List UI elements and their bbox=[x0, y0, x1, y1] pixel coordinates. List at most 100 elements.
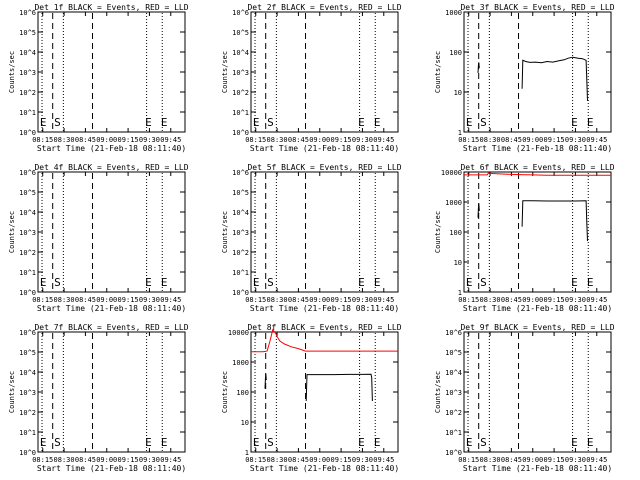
plot-frame bbox=[250, 331, 399, 453]
x-tick-label: 09:00 bbox=[309, 136, 330, 144]
y-tick-label: 10^0 bbox=[19, 449, 36, 457]
y-tick-label: 10^1 bbox=[19, 269, 36, 277]
y-tick-label: 10^0 bbox=[19, 129, 36, 137]
plot-frame bbox=[37, 11, 186, 133]
chart-title: Det 7f BLACK = Events, RED = LLD bbox=[34, 323, 188, 332]
y-tick-label: 10^3 bbox=[19, 389, 36, 397]
x-tick-label: 09:15 bbox=[118, 456, 139, 464]
y-axis-label: Counts/sec bbox=[8, 51, 16, 93]
x-axis-label: Start Time (21-Feb-18 08:11:40) bbox=[250, 304, 399, 313]
x-tick-label: 09:30 bbox=[565, 136, 586, 144]
x-tick-label: 09:00 bbox=[522, 296, 543, 304]
events-series-line bbox=[264, 373, 267, 389]
y-axis-label: Counts/sec bbox=[221, 51, 229, 93]
x-tick-label: 08:45 bbox=[75, 296, 96, 304]
x-tick-label: 09:45 bbox=[160, 296, 181, 304]
x-tick-label: 08:45 bbox=[288, 456, 309, 464]
y-axis-label: Counts/sec bbox=[8, 371, 16, 413]
x-tick-label: 08:30 bbox=[54, 136, 75, 144]
y-tick-label: 10^0 bbox=[19, 289, 36, 297]
event-marker-letter: E bbox=[161, 276, 168, 289]
event-marker-letter: E bbox=[571, 276, 578, 289]
x-axis-label: Start Time (21-Feb-18 08:11:40) bbox=[463, 304, 612, 313]
x-tick-label: 09:15 bbox=[118, 136, 139, 144]
x-tick-label: 08:30 bbox=[480, 456, 501, 464]
y-tick-label: 10 bbox=[241, 419, 249, 427]
event-marker-letter: S bbox=[480, 276, 487, 289]
y-tick-label: 10^6 bbox=[19, 329, 36, 337]
x-tick-label: 09:45 bbox=[160, 456, 181, 464]
event-marker-letter: E bbox=[40, 436, 47, 449]
events-series-line bbox=[521, 200, 588, 242]
x-tick-label: 08:15 bbox=[245, 456, 266, 464]
x-tick-label: 09:30 bbox=[352, 136, 373, 144]
x-tick-label: 09:30 bbox=[139, 296, 160, 304]
event-marker-letter: E bbox=[161, 436, 168, 449]
chart-title: Det 8f BLACK = Events, RED = LLD bbox=[247, 323, 401, 332]
plot-frame bbox=[250, 171, 399, 293]
y-tick-label: 10^1 bbox=[445, 429, 462, 437]
y-tick-label: 10^6 bbox=[232, 9, 249, 17]
y-tick-label: 1 bbox=[458, 289, 462, 297]
y-tick-label: 10^3 bbox=[19, 229, 36, 237]
plot-frame bbox=[250, 11, 399, 133]
y-axis-label: Counts/sec bbox=[434, 211, 442, 253]
plot-frame bbox=[463, 11, 612, 133]
event-marker-letter: E bbox=[571, 116, 578, 129]
x-tick-label: 08:15 bbox=[245, 136, 266, 144]
y-tick-label: 10^5 bbox=[19, 349, 36, 357]
y-tick-label: 10^2 bbox=[19, 89, 36, 97]
event-marker-letter: E bbox=[466, 436, 473, 449]
y-tick-label: 1000 bbox=[232, 359, 249, 367]
y-axis-label: Counts/sec bbox=[221, 211, 229, 253]
x-tick-label: 08:45 bbox=[288, 136, 309, 144]
y-tick-label: 10^3 bbox=[19, 69, 36, 77]
event-marker-letter: S bbox=[54, 276, 61, 289]
y-axis-label: Counts/sec bbox=[434, 371, 442, 413]
x-tick-label: 09:30 bbox=[139, 456, 160, 464]
event-marker-letter: E bbox=[145, 116, 152, 129]
y-tick-label: 10^3 bbox=[232, 69, 249, 77]
event-marker-letter: E bbox=[145, 436, 152, 449]
chart-title: Det 3f BLACK = Events, RED = LLD bbox=[460, 3, 614, 12]
x-tick-label: 08:45 bbox=[75, 456, 96, 464]
event-marker-letter: E bbox=[145, 276, 152, 289]
y-tick-label: 1 bbox=[245, 449, 249, 457]
y-tick-label: 10^4 bbox=[445, 369, 462, 377]
y-tick-label: 10^5 bbox=[232, 189, 249, 197]
y-tick-label: 10^2 bbox=[445, 409, 462, 417]
y-tick-label: 10^6 bbox=[232, 169, 249, 177]
events-series-line bbox=[521, 56, 588, 101]
event-marker-letter: E bbox=[587, 436, 594, 449]
x-tick-label: 08:30 bbox=[480, 296, 501, 304]
event-marker-letter: E bbox=[358, 116, 365, 129]
chart-title: Det 9f BLACK = Events, RED = LLD bbox=[460, 323, 614, 332]
x-axis-label: Start Time (21-Feb-18 08:11:40) bbox=[37, 464, 186, 473]
events-series-line bbox=[477, 203, 480, 218]
event-marker-letter: S bbox=[480, 436, 487, 449]
x-tick-label: 09:15 bbox=[331, 456, 352, 464]
x-axis-label: Start Time (21-Feb-18 08:11:40) bbox=[463, 464, 612, 473]
event-marker-letter: E bbox=[253, 276, 260, 289]
x-tick-label: 08:30 bbox=[480, 136, 501, 144]
chart-title: Det 2f BLACK = Events, RED = LLD bbox=[247, 3, 401, 12]
x-tick-label: 09:00 bbox=[309, 296, 330, 304]
chart-title: Det 5f BLACK = Events, RED = LLD bbox=[247, 163, 401, 172]
x-tick-label: 09:15 bbox=[331, 296, 352, 304]
x-tick-label: 09:15 bbox=[544, 296, 565, 304]
x-tick-label: 08:15 bbox=[245, 296, 266, 304]
x-tick-label: 09:30 bbox=[139, 136, 160, 144]
lld-series-line bbox=[464, 172, 611, 176]
x-axis-label: Start Time (21-Feb-18 08:11:40) bbox=[37, 144, 186, 153]
x-tick-label: 09:45 bbox=[586, 136, 607, 144]
y-tick-label: 10^3 bbox=[232, 229, 249, 237]
x-tick-label: 08:30 bbox=[54, 296, 75, 304]
x-axis-label: Start Time (21-Feb-18 08:11:40) bbox=[463, 144, 612, 153]
y-tick-label: 10^6 bbox=[19, 9, 36, 17]
plot-frame bbox=[463, 331, 612, 453]
